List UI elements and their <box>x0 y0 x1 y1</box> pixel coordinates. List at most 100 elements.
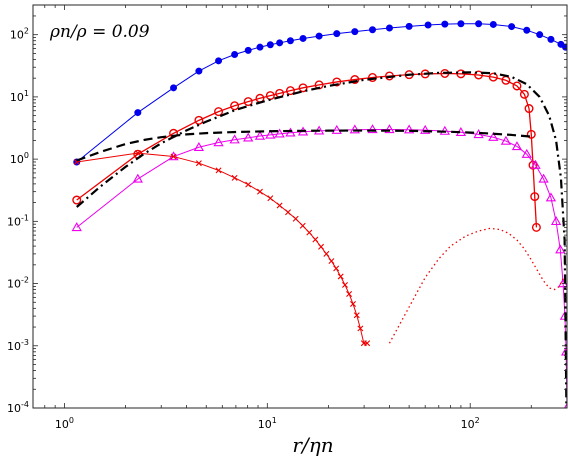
y-tick-label-base: 10 <box>7 340 21 353</box>
series-4-point <box>292 215 299 222</box>
y-tick-label: 10-1 <box>7 213 29 228</box>
series-3-point <box>538 173 549 183</box>
series-4-point <box>346 290 353 297</box>
series-2-point <box>194 115 204 125</box>
x-axis-label: r/ηn <box>292 433 333 457</box>
series-7 <box>76 71 567 408</box>
series-3-point <box>521 148 532 158</box>
series-6 <box>76 129 532 162</box>
series-2-point <box>512 81 522 91</box>
series-4-point <box>328 258 335 265</box>
series-2-point <box>456 69 466 79</box>
series-1-point <box>475 20 483 28</box>
series-1-point <box>523 26 531 34</box>
series-1-point <box>195 67 203 75</box>
y-tick-label: 10-4 <box>7 400 29 415</box>
series-3-point <box>555 244 566 254</box>
series-1-point <box>536 31 544 39</box>
series-3-point <box>193 141 205 151</box>
series-4-point <box>337 273 344 280</box>
series-1-point <box>256 43 264 51</box>
series-1-point <box>134 109 142 117</box>
series-2-point <box>530 192 540 202</box>
x-tick-label-exponent: 1 <box>272 416 277 425</box>
series-3-point <box>285 127 296 137</box>
series-1-point <box>286 37 294 45</box>
series-4-point <box>231 174 238 181</box>
series-2-line <box>76 72 538 228</box>
series-3-point <box>550 216 562 226</box>
series-1-point <box>369 26 377 34</box>
series-4-point <box>350 300 357 307</box>
x-tick-label: 102 <box>461 416 480 431</box>
chart-title: ρn/ρ = 0.09 <box>49 22 150 42</box>
series-2-point <box>332 77 342 87</box>
series-3-point <box>500 135 512 145</box>
series-4-point <box>215 167 222 174</box>
y-tick-label-exponent: 2 <box>24 27 29 36</box>
series-4-point <box>170 153 177 160</box>
series-1-point <box>333 30 341 38</box>
y-tick-label-exponent: -1 <box>21 213 29 222</box>
x-tick-label: 100 <box>55 416 74 431</box>
x-tick-label-base: 10 <box>55 418 69 431</box>
series-3-point <box>132 173 143 183</box>
series-3-point <box>229 134 240 144</box>
series-4-point <box>276 202 283 209</box>
series-1-point <box>215 57 223 65</box>
y-tick-label-exponent: -4 <box>21 400 29 409</box>
series-2-point <box>524 104 534 114</box>
series-2-point <box>531 222 541 232</box>
y-tick-label-base: 10 <box>7 215 21 228</box>
plot-frame <box>32 4 568 409</box>
series-2-point <box>519 89 529 99</box>
y-tick-label-exponent: -3 <box>21 338 29 347</box>
series-4-point <box>353 312 360 319</box>
series-1-point <box>231 51 239 59</box>
series-2-point <box>298 83 308 93</box>
series-4-point <box>245 181 252 188</box>
series-2-point <box>230 101 240 111</box>
series-1-point <box>351 28 359 36</box>
series-4-point <box>323 250 330 257</box>
series-4 <box>73 150 371 347</box>
series-2-point <box>243 97 253 107</box>
series-4-point <box>195 160 202 167</box>
series-4-point <box>333 265 340 272</box>
y-tick-label: 100 <box>10 151 29 166</box>
series-4-point <box>357 325 364 332</box>
series-3-point <box>274 128 285 138</box>
series-3-point <box>384 124 395 134</box>
series-3-point <box>243 132 254 142</box>
y-tick-label-base: 10 <box>10 29 24 42</box>
series-2-point <box>285 86 295 96</box>
series-3-point <box>545 192 557 202</box>
series-2-point <box>350 75 360 85</box>
series-1-point <box>547 35 555 43</box>
series-1 <box>73 20 567 166</box>
series-7-line <box>76 71 567 408</box>
x-tick-label-base: 10 <box>461 418 475 431</box>
y-tick-label-exponent: -2 <box>21 276 29 285</box>
x-tick-label-base: 10 <box>258 418 272 431</box>
series-4-point <box>134 150 141 157</box>
y-tick-label-exponent: 0 <box>24 151 29 160</box>
series-3-point <box>420 124 431 134</box>
series-2-point <box>368 73 378 83</box>
series-3-point <box>488 131 499 141</box>
series-4-point <box>364 340 371 347</box>
series-3-point <box>331 124 342 134</box>
series-1-point <box>170 84 178 92</box>
series-1-point <box>424 21 432 29</box>
y-tick-label-base: 10 <box>7 278 21 291</box>
series-1-point <box>405 22 413 30</box>
series-3-point <box>71 222 82 232</box>
ticks-layer <box>32 4 568 409</box>
series-3-point <box>530 159 541 169</box>
series-2-point <box>526 129 536 139</box>
series-4-point <box>318 243 325 250</box>
series-1-point <box>276 39 284 47</box>
y-tick-label: 102 <box>10 27 29 42</box>
series-2 <box>72 68 541 232</box>
